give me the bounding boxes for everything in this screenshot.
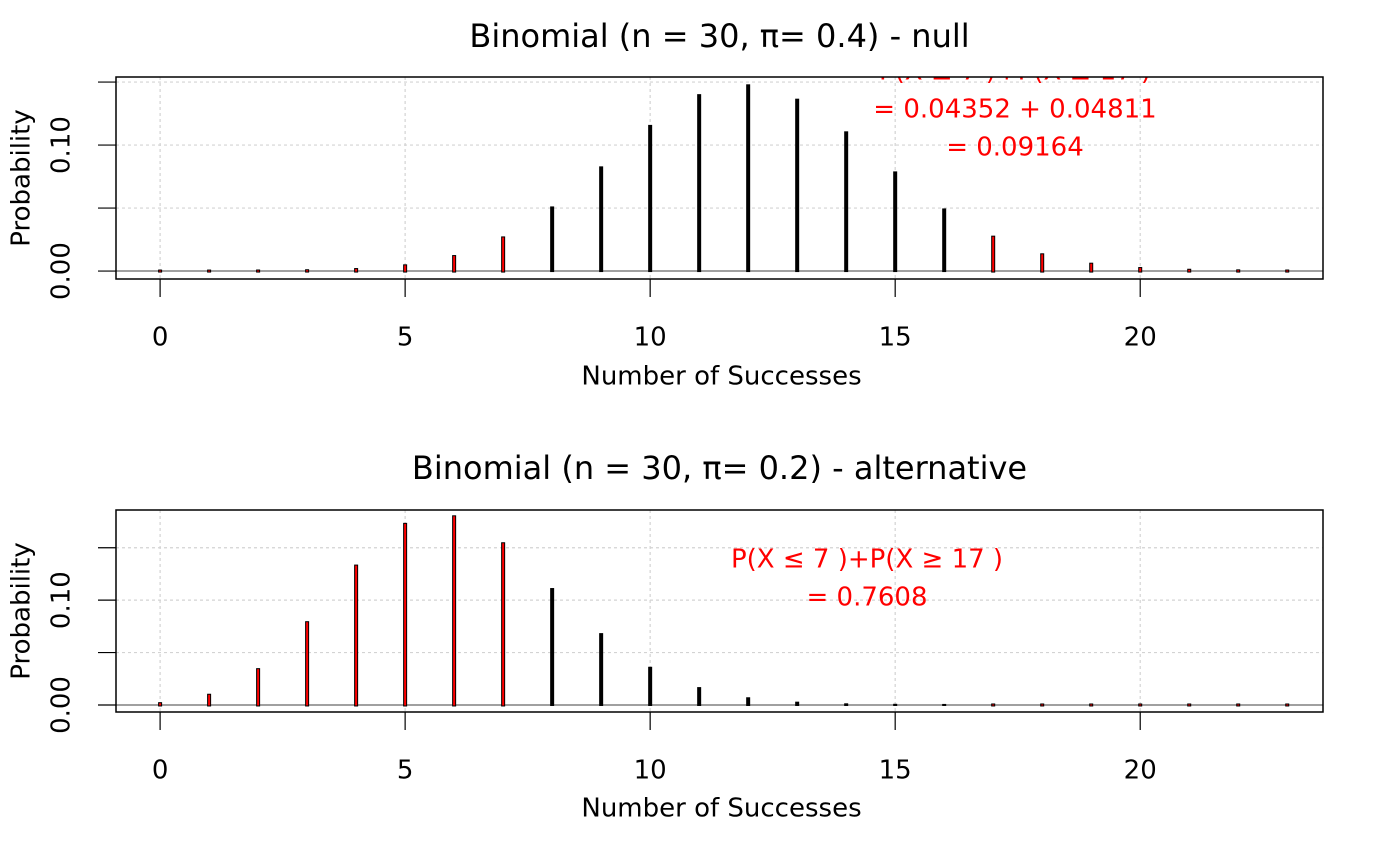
- bar: [550, 588, 555, 706]
- bar: [452, 255, 457, 273]
- bar: [648, 124, 653, 273]
- bar: [795, 98, 800, 273]
- annotations: P(X ≤ 7 )+P(X ≥ 17 ) = 0.04352 + 0.04811 =…: [873, 57, 1156, 163]
- bar: [991, 703, 996, 707]
- plot-frame: [115, 509, 1324, 713]
- bar: [403, 264, 408, 273]
- x-tick-label: 20: [1124, 756, 1157, 786]
- x-tick-label: 0: [152, 323, 169, 353]
- bar: [1236, 269, 1241, 273]
- x-axis-label: Number of Successes: [581, 794, 861, 824]
- bar: [942, 703, 947, 706]
- bar: [1138, 267, 1143, 273]
- bar: [550, 206, 555, 273]
- bar: [452, 515, 457, 707]
- bar: [207, 269, 212, 273]
- bar: [746, 84, 751, 273]
- bar: [158, 702, 163, 707]
- bar: [403, 522, 408, 707]
- x-tick-label: 5: [397, 756, 414, 786]
- bar: [354, 564, 359, 707]
- bar: [1138, 703, 1143, 707]
- bar: [1089, 262, 1094, 273]
- x-tick-label: 15: [879, 756, 912, 786]
- bar: [795, 701, 800, 706]
- y-tick-label: 0.10: [47, 571, 77, 629]
- subplot: Binomial (n = 30, π= 0.4) - null 0 5 10 15 20…: [7, 17, 1324, 392]
- annotation: = 0.7608: [806, 583, 927, 613]
- bar: [305, 269, 310, 273]
- bar: [599, 633, 604, 706]
- x-tick-label: 10: [634, 323, 667, 353]
- annotation: P(X ≤ 7 )+P(X ≥ 17 ): [731, 545, 1003, 575]
- bar: [158, 269, 163, 273]
- bar: [256, 269, 261, 273]
- bar: [746, 697, 751, 706]
- annotation: = 0.09164: [946, 133, 1084, 163]
- chart-title: Binomial (n = 30, π= 0.4) - null: [469, 17, 969, 55]
- bar: [991, 235, 996, 273]
- bar: [1040, 703, 1045, 707]
- x-tick-label: 15: [879, 323, 912, 353]
- plot-frame: [115, 76, 1324, 280]
- bar: [942, 208, 947, 273]
- bar: [354, 268, 359, 273]
- x-tick-label: 5: [397, 323, 414, 353]
- annotation: P(X ≤ 7 )+P(X ≥ 17 ): [879, 57, 1151, 87]
- annotations: P(X ≤ 7 )+P(X ≥ 17 ) = 0.7608: [731, 545, 1003, 613]
- bar: [501, 236, 506, 273]
- bar: [207, 693, 212, 707]
- bar: [305, 621, 310, 707]
- bar: [844, 131, 849, 273]
- bar: [1236, 703, 1241, 707]
- bars: [158, 84, 1290, 273]
- bar: [697, 94, 702, 273]
- bar: [501, 542, 506, 707]
- x-axis-label: Number of Successes: [581, 362, 861, 392]
- y-tick-label: 0.10: [47, 116, 77, 174]
- x-tick-label: 0: [152, 756, 169, 786]
- bar: [1040, 253, 1045, 273]
- x-tick-label: 20: [1124, 323, 1157, 353]
- chart-title: Binomial (n = 30, π= 0.2) - alternative: [412, 449, 1027, 487]
- annotation: = 0.04352 + 0.04811: [873, 95, 1156, 125]
- y-axis-label: Probability: [7, 542, 37, 679]
- bar: [1187, 703, 1192, 707]
- bar: [648, 666, 653, 706]
- bar: [844, 703, 849, 706]
- bar: [893, 703, 898, 706]
- bar: [893, 171, 898, 273]
- bar: [599, 166, 604, 273]
- bar: [697, 687, 702, 706]
- subplot: Binomial (n = 30, π= 0.2) - alternative 0…: [7, 449, 1324, 824]
- bar: [1089, 703, 1094, 707]
- bar: [256, 668, 261, 707]
- y-axis-label: Probability: [7, 109, 37, 246]
- x-tick-label: 10: [634, 756, 667, 786]
- bar: [1285, 269, 1290, 273]
- bar: [1187, 268, 1192, 273]
- y-tick-label: 0.00: [47, 242, 77, 300]
- bars: [158, 515, 1290, 707]
- bar: [1285, 703, 1290, 707]
- y-tick-label: 0.00: [47, 676, 77, 734]
